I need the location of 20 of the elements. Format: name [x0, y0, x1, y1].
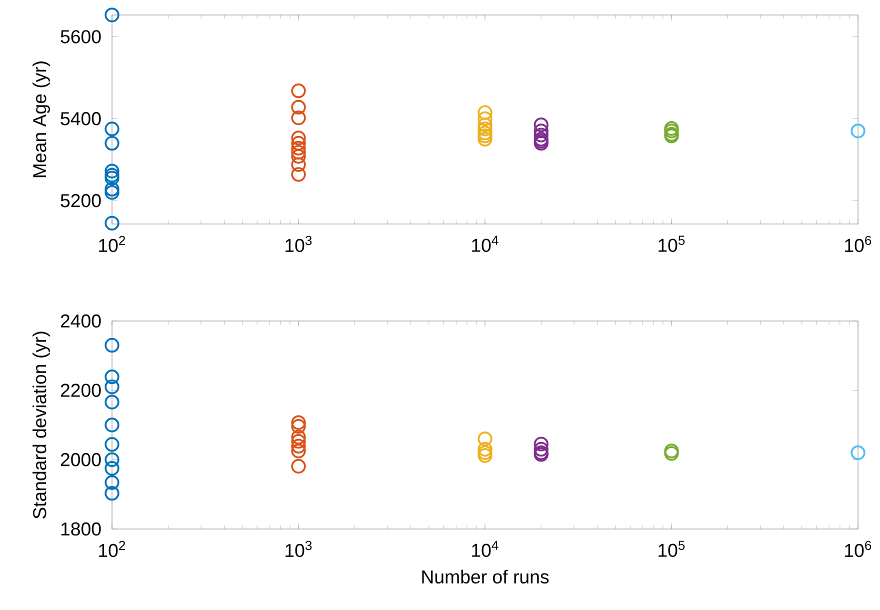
y-tick-label: 5400 — [60, 112, 101, 126]
y-tick-label: 5200 — [60, 194, 101, 208]
y-tick-label: 2200 — [60, 384, 101, 397]
x-tick-label: 10$^{6}$ — [845, 540, 872, 558]
x-tick-label: 10$^{6}$ — [845, 236, 872, 252]
x-tick-label: 10$^{2}$ — [99, 540, 126, 558]
y-tick-label: 2400 — [60, 314, 101, 328]
x-tick-label: 10$^{4}$ — [472, 236, 498, 252]
x-axis-title: Number of runs — [422, 570, 549, 584]
x-tick-label: 10$^{5}$ — [658, 236, 685, 252]
x-tick-label: 10$^{3}$ — [286, 540, 312, 558]
y-tick-label: 1800 — [61, 522, 101, 536]
y-tick-label: 5600 — [60, 30, 101, 44]
y-axis-title: Mean Age (yr) — [32, 62, 50, 178]
x-tick-label: 10$^{4}$ — [472, 540, 498, 557]
y-tick-label: 2000 — [60, 453, 101, 466]
x-tick-label: 10$^{5}$ — [658, 540, 685, 557]
y-axis-title: Standard deviation (yr) — [32, 332, 50, 519]
x-tick-label: 10$^{3}$ — [286, 236, 312, 252]
x-tick-label: 10$^{2}$ — [99, 236, 126, 252]
